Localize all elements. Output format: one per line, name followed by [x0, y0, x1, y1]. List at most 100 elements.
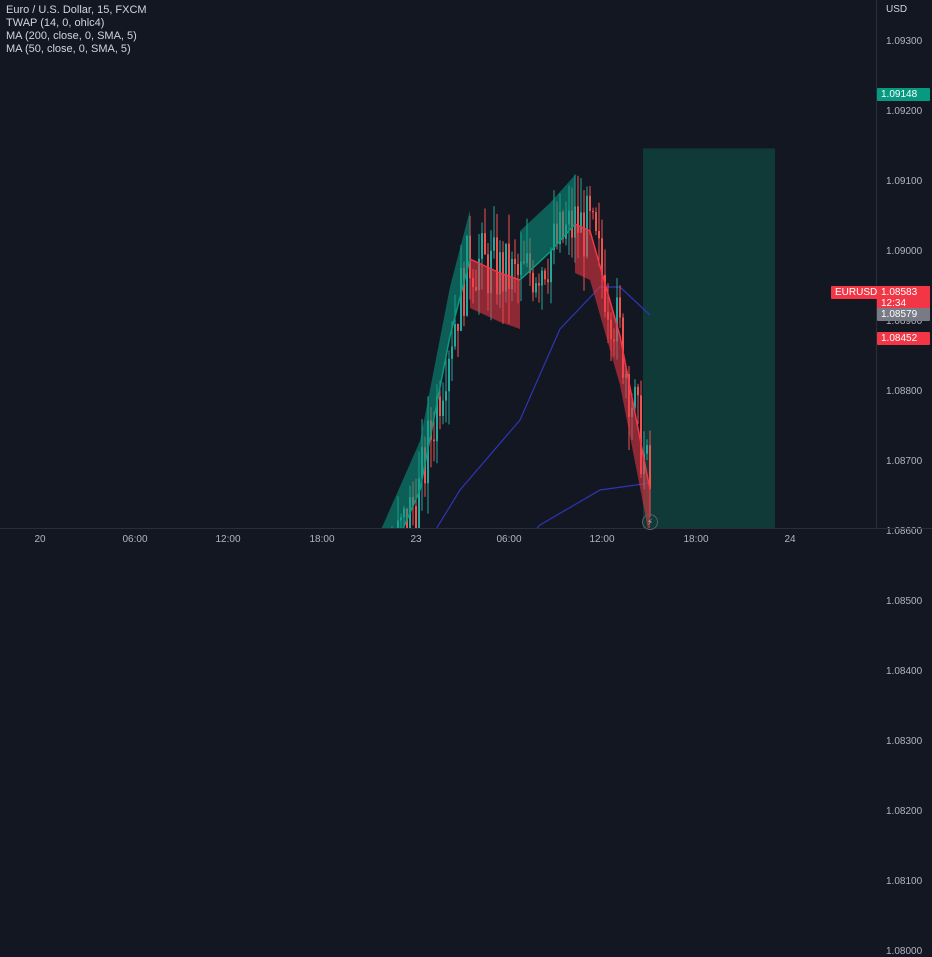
candle-body: [619, 297, 621, 318]
candle-body: [511, 258, 513, 290]
price-tick-label: 1.09000: [886, 246, 923, 257]
candle-body: [460, 267, 462, 331]
entry-price-tag: 1.08579: [877, 308, 930, 321]
twap-line: [499, 272, 521, 281]
price-tick-label: 1.09100: [886, 176, 923, 187]
candle-body: [517, 263, 519, 275]
twap-line: [619, 335, 651, 491]
legend-twap[interactable]: TWAP (14, 0, ohlc4): [6, 17, 105, 29]
candle-body: [532, 272, 534, 293]
take-profit-zone: [643, 148, 775, 528]
twap-line: [419, 335, 451, 491]
time-tick-label: 23: [410, 534, 422, 545]
candle-body: [484, 233, 486, 255]
price-tick-label: 1.08500: [886, 596, 923, 607]
candle-body: [586, 195, 588, 257]
twap-line: [589, 230, 621, 337]
candle-body: [646, 445, 648, 454]
twap-band: [575, 224, 590, 280]
last-price-value: 1.08583: [881, 287, 918, 298]
candle-body: [544, 270, 546, 280]
twap-line: [519, 251, 551, 281]
legend-symbol-title[interactable]: Euro / U.S. Dollar, 15, FXCM: [6, 4, 147, 16]
twap-band: [590, 231, 620, 385]
price-tick-label: 1.08300: [886, 736, 923, 747]
twap-band: [620, 336, 650, 528]
candle-body: [445, 391, 447, 401]
price-tick-label: 1.09300: [886, 36, 923, 47]
price-tick-label: 1.08100: [886, 876, 923, 887]
candle-body: [454, 324, 456, 347]
candle-body: [463, 267, 465, 316]
twap-line: [449, 258, 471, 337]
candle-body: [415, 506, 417, 528]
time-tick-label: 20: [34, 534, 46, 545]
twap-band: [381, 441, 420, 528]
candle-body: [649, 445, 651, 490]
candle-body: [538, 283, 540, 286]
candle-body: [508, 243, 510, 290]
time-tick-label: 18:00: [683, 534, 709, 545]
candle-body: [598, 231, 600, 239]
candle-body: [541, 270, 543, 286]
twap-line: [402, 489, 421, 528]
candle-body: [466, 235, 468, 316]
candle-body: [457, 324, 459, 331]
symbol-tag: EURUSD: [831, 286, 882, 299]
candle-body: [448, 358, 450, 392]
price-tick-label: 1.08900: [886, 316, 923, 327]
candle-body: [595, 212, 597, 232]
time-tick-label: 18:00: [309, 534, 335, 545]
price-scale[interactable]: [876, 0, 932, 528]
legend-ma200[interactable]: MA (200, close, 0, SMA, 5): [6, 30, 137, 42]
time-tick-label: 06:00: [496, 534, 522, 545]
candle-body: [589, 195, 591, 211]
price-tick-label: 1.08700: [886, 456, 923, 467]
candle-body: [547, 279, 549, 283]
twap-band: [450, 210, 470, 336]
candle-body: [535, 283, 537, 293]
time-tick-label: 06:00: [122, 534, 148, 545]
candle-body: [577, 206, 579, 233]
lightning-icon[interactable]: ⚡: [642, 514, 658, 530]
candle-body: [616, 297, 618, 342]
price-tick-label: 1.08000: [886, 946, 923, 957]
candle-body: [439, 396, 441, 416]
chart-legend: Euro / U.S. Dollar, 15, FXCM TWAP (14, 0…: [6, 4, 147, 56]
time-tick-label: 12:00: [589, 534, 615, 545]
candle-body: [505, 243, 507, 292]
candle-body: [433, 439, 435, 442]
candle-body: [496, 237, 498, 295]
twap-band: [550, 175, 575, 252]
last-price-tag: 1.08583 12:34: [877, 286, 930, 310]
take-profit-price-tag: 1.09148: [877, 88, 930, 101]
candle-body: [418, 478, 420, 528]
price-tick-label: 1.08800: [886, 386, 923, 397]
time-tick-label: 24: [784, 534, 796, 545]
twap-line: [549, 223, 576, 253]
twap-band: [500, 273, 520, 329]
candle-body: [442, 400, 444, 416]
twap-line: [574, 223, 591, 232]
time-axis[interactable]: [0, 528, 932, 550]
price-tick-label: 1.08400: [886, 666, 923, 677]
candle-body: [592, 210, 594, 213]
ma50-line: [436, 286, 651, 528]
candle-body: [481, 233, 483, 259]
candle-body: [493, 237, 495, 251]
candle-body: [580, 212, 582, 233]
stop-price-tag: 1.08452: [877, 332, 930, 345]
legend-ma50[interactable]: MA (50, close, 0, SMA, 5): [6, 43, 131, 55]
time-tick-label: 12:00: [215, 534, 241, 545]
price-tick-label: 1.08600: [886, 526, 923, 537]
currency-label: USD: [886, 4, 908, 15]
candle-body: [451, 346, 453, 359]
price-chart[interactable]: [0, 0, 876, 528]
bar-countdown: 12:34: [881, 298, 907, 309]
price-tick-label: 1.08200: [886, 806, 923, 817]
candle-body: [550, 250, 552, 283]
twap-band: [420, 287, 450, 490]
candle-body: [436, 396, 438, 442]
twap-line: [469, 258, 501, 274]
ma200-line: [536, 482, 651, 528]
